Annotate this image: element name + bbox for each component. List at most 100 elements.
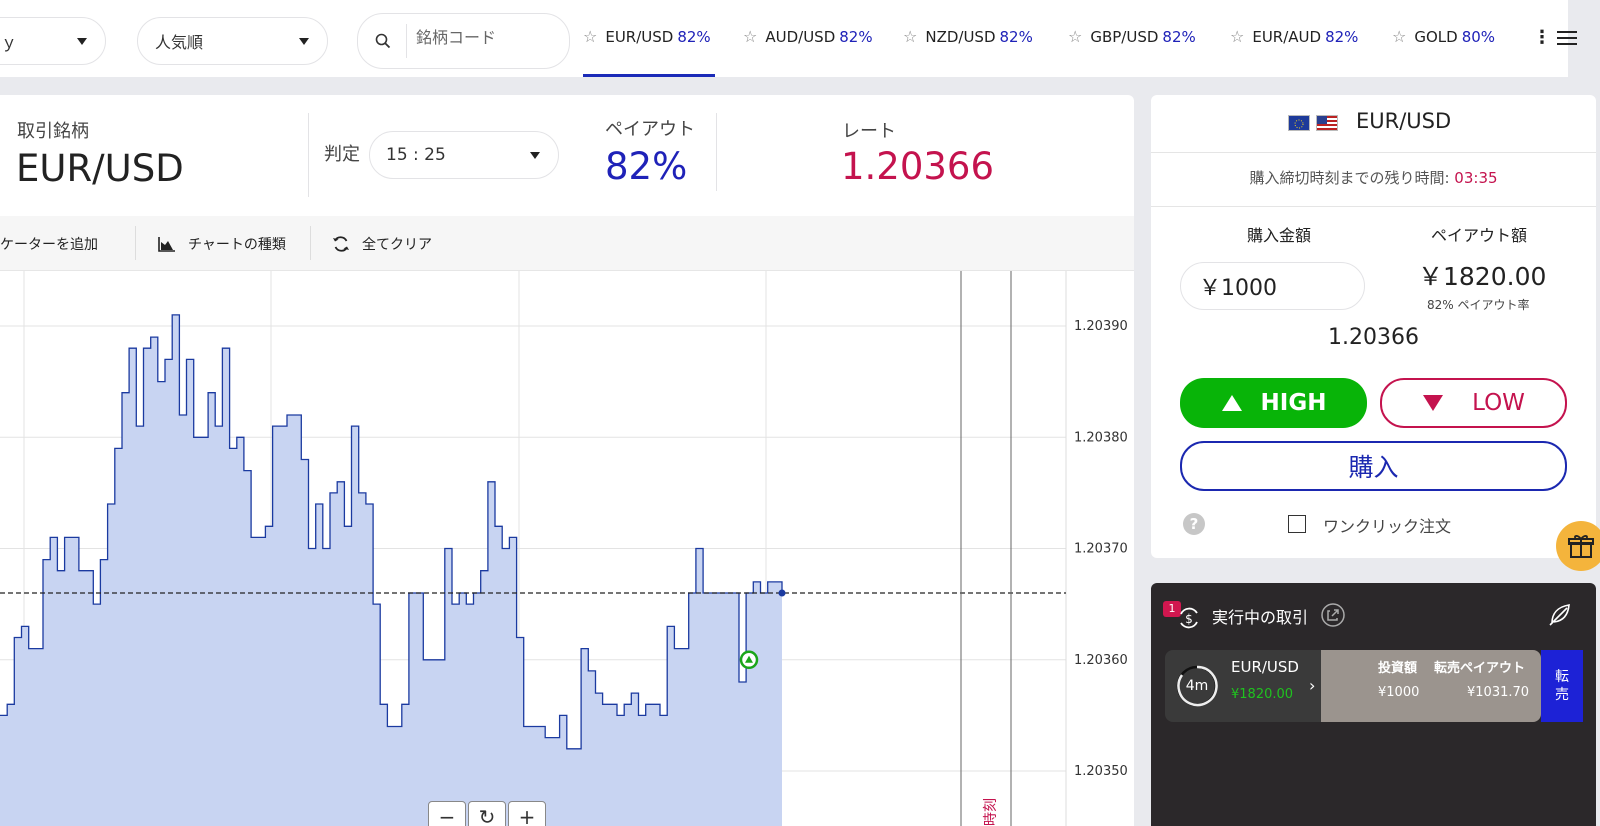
deadline-remaining: 03:35 <box>1454 169 1498 187</box>
sort-select[interactable]: 人気順 <box>137 17 328 65</box>
trade-panel: EUR/USD 購入締切時刻までの残り時間: 03:35 購入金額 ペイアウト額… <box>1151 95 1596 558</box>
resale-button[interactable]: 転 売 <box>1541 650 1583 722</box>
external-link-icon[interactable] <box>1321 603 1345 627</box>
tab-symbol: AUD/USD <box>765 28 836 46</box>
y-axis-ticks: 1.20390 1.20380 1.20370 1.20360 1.20350 <box>1074 319 1128 779</box>
invest-label: 投資額 <box>1378 661 1418 676</box>
zoom-out-button[interactable]: − <box>428 801 466 826</box>
tab-eur-usd[interactable]: ☆ EUR/USD 82% <box>583 28 715 77</box>
star-icon[interactable]: ☆ <box>583 27 598 46</box>
resale-button-label: 転 売 <box>1555 669 1569 703</box>
one-click-checkbox[interactable] <box>1288 515 1306 533</box>
filter-select[interactable]: ｙ <box>0 17 106 65</box>
gift-button[interactable] <box>1556 521 1600 571</box>
trade-rate: 1.20366 <box>1328 325 1419 350</box>
tab-aud-usd[interactable]: ☆ AUD/USD 82% <box>743 28 873 77</box>
chart-type-button[interactable]: チャートの種類 <box>158 234 286 254</box>
chevron-right-icon: › <box>1309 676 1316 695</box>
price-chart[interactable]: 時刻 1.20390 1.20380 1.20370 1.20360 1.20350 −… <box>0 271 1134 826</box>
tab-payout: 82% <box>677 28 711 46</box>
trade-row-symbol: EUR/USD <box>1231 658 1299 676</box>
star-icon[interactable]: ☆ <box>1392 27 1407 46</box>
zoom-controls: − ↻ + <box>428 801 548 826</box>
gift-icon <box>1568 535 1594 558</box>
more-dots-icon: ⋮ <box>1533 27 1551 48</box>
resale-payout-label: 転売ペイアウト <box>1434 661 1526 676</box>
buy-button[interactable]: 購入 <box>1180 441 1567 491</box>
low-button[interactable]: LOW <box>1380 378 1567 428</box>
symbol-label: 取引銘柄 <box>17 121 89 142</box>
tab-payout: 80% <box>1461 28 1496 46</box>
tab-eur-aud[interactable]: ☆ EUR/AUD 82% <box>1230 28 1358 77</box>
tab-payout: 82% <box>1162 28 1196 46</box>
search-input[interactable] <box>416 28 556 47</box>
tab-gold[interactable]: ☆ GOLD 80% <box>1392 28 1495 77</box>
y-tick-label: 1.20380 <box>1074 430 1128 445</box>
menu-button[interactable]: ⋮ <box>1533 28 1577 48</box>
tab-payout: 82% <box>999 28 1033 46</box>
y-tick-label: 1.20350 <box>1074 764 1128 779</box>
tab-symbol: GOLD <box>1414 28 1458 46</box>
search-divider <box>406 24 407 58</box>
running-trades-panel: 1 $ 実行中の取引 4m EUR/USD ¥1820.00 › 投資額 転売ペ… <box>1151 583 1596 826</box>
svg-text:$: $ <box>1185 612 1193 626</box>
star-icon[interactable]: ☆ <box>1068 27 1083 46</box>
star-icon[interactable]: ☆ <box>743 27 758 46</box>
amount-input[interactable] <box>1180 262 1365 310</box>
high-button[interactable]: HIGH <box>1180 378 1367 428</box>
zoom-in-button[interactable]: + <box>508 801 546 826</box>
amount-label: 購入金額 <box>1247 226 1312 245</box>
chevron-down-icon <box>77 38 87 45</box>
chart-toolbar: ケーターを追加 チャートの種類 全てクリア <box>0 216 1134 271</box>
toolbar-divider <box>135 226 136 260</box>
tab-gbp-usd[interactable]: ☆ GBP/USD 82% <box>1068 28 1196 77</box>
help-icon[interactable]: ? <box>1183 513 1205 535</box>
star-icon[interactable]: ☆ <box>1230 27 1245 46</box>
running-trades-icon: 1 $ <box>1163 601 1198 631</box>
area-chart-icon <box>158 237 175 252</box>
y-tick-label: 1.20360 <box>1074 653 1128 668</box>
us-flag-icon <box>1316 115 1338 131</box>
tab-symbol: GBP/USD <box>1090 28 1159 46</box>
rate-label: レート <box>842 121 896 142</box>
trade-values: 投資額 転売ペイアウト ¥1000 ¥1031.70 <box>1321 650 1541 722</box>
running-trade-row[interactable]: 4m EUR/USD ¥1820.00 › 投資額 転売ペイアウト ¥1000 … <box>1165 650 1591 722</box>
invest-value: ¥1000 <box>1378 685 1420 700</box>
clear-all-label: 全てクリア <box>362 237 432 253</box>
instrument-info-panel: 取引銘柄 EUR/USD 判定 15 : 25 ペイアウト 82% レート 1.… <box>0 95 1134 216</box>
price-line <box>0 314 783 750</box>
top-bar: ｙ 人気順 ☆ EUR/USD 82% ☆ AUD/USD 82% ☆ NZD/… <box>0 0 1577 77</box>
current-price-dot <box>778 589 786 597</box>
divider <box>1151 206 1596 207</box>
search-box <box>357 13 570 69</box>
divider <box>308 113 309 197</box>
price-area <box>0 314 782 826</box>
judge-time-value: 15 : 25 <box>386 145 446 165</box>
deadline-marker-label: 時刻 <box>983 798 999 826</box>
search-icon[interactable] <box>375 33 391 49</box>
star-icon[interactable]: ☆ <box>903 27 918 46</box>
time-left: 4m <box>1185 678 1209 694</box>
dollar-cycle-icon: $ <box>1180 607 1198 629</box>
judge-label: 判定 <box>324 144 360 165</box>
high-label: HIGH <box>1260 390 1327 416</box>
clear-all-button[interactable]: 全てクリア <box>332 234 432 254</box>
judge-time-select[interactable]: 15 : 25 <box>369 131 559 179</box>
tab-nzd-usd[interactable]: ☆ NZD/USD 82% <box>903 28 1033 77</box>
add-indicator-button[interactable]: ケーターを追加 <box>0 234 98 254</box>
buy-label: 購入 <box>1348 453 1399 482</box>
tab-symbol: EUR/USD <box>605 28 674 46</box>
feather-icon[interactable] <box>1547 602 1573 628</box>
triangle-down-icon <box>1423 395 1444 411</box>
chart-type-label: チャートの種類 <box>188 237 286 253</box>
trade-row-payout: ¥1820.00 <box>1231 687 1294 702</box>
running-trades-title: 実行中の取引 <box>1212 608 1309 627</box>
trade-symbol: EUR/USD <box>1356 109 1452 133</box>
zoom-reset-button[interactable]: ↻ <box>468 801 506 826</box>
triangle-up-icon <box>1221 395 1242 411</box>
payout-amount: ￥1820.00 <box>1418 262 1547 291</box>
eu-flag-icon <box>1288 115 1310 131</box>
payout-value: 82% <box>605 145 688 188</box>
symbol-value: EUR/USD <box>16 147 184 190</box>
one-click-label: ワンクリック注文 <box>1323 517 1452 536</box>
